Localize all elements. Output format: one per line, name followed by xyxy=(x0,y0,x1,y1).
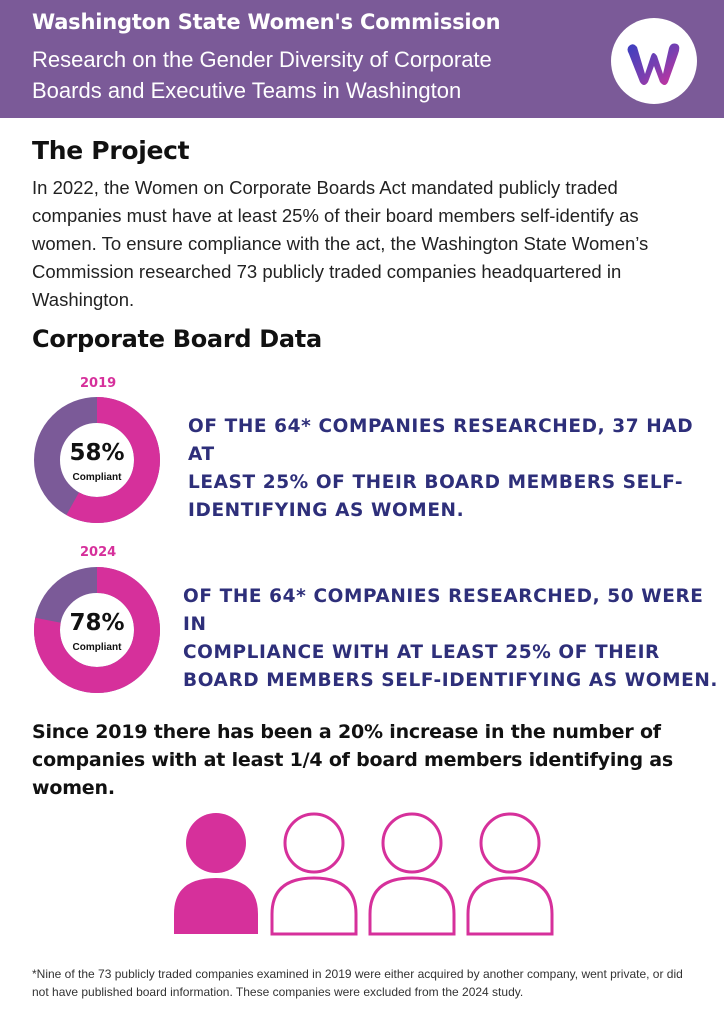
report-title-line-1: Research on the Gender Diversity of Corp… xyxy=(32,47,492,72)
project-heading: The Project xyxy=(32,136,190,165)
person-outline-icon xyxy=(466,812,554,936)
person-outline-icon xyxy=(368,812,456,936)
people-icon-row xyxy=(174,812,554,936)
wswc-logo xyxy=(611,18,697,104)
stat-2019-line-1: Of the 64* companies researched, 37 had … xyxy=(188,416,694,465)
donut-sublabel-2024: Compliant xyxy=(72,642,122,653)
stat-2019-line-2: least 25% of their board members self- xyxy=(188,472,684,493)
year-label-2024: 2024 xyxy=(80,545,117,560)
stat-text-2024: Of the 64* companies researched, 50 were… xyxy=(183,583,724,695)
stat-2024-line-1: Of the 64* companies researched, 50 were… xyxy=(183,586,704,635)
stat-2024-line-2: compliance with at least 25% of their xyxy=(183,642,660,663)
donut-chart-2019: 58% Compliant xyxy=(33,396,161,524)
year-label-2019: 2019 xyxy=(80,376,117,391)
summary-statement: Since 2019 there has been a 20% increase… xyxy=(32,721,674,799)
donut-sublabel-2019: Compliant xyxy=(72,472,122,483)
stat-2019-line-3: identifying as women. xyxy=(188,500,465,521)
w-logo-icon xyxy=(627,43,680,85)
donut-compliant-segment xyxy=(34,567,160,693)
donut-percent-2024: 78% xyxy=(69,610,125,636)
stat-text-2019: Of the 64* companies researched, 37 had … xyxy=(188,413,724,525)
header-banner: Washington State Women's Commission Rese… xyxy=(0,0,724,118)
donut-compliant-segment xyxy=(34,397,160,523)
footnote: *Nine of the 73 publicly traded companie… xyxy=(32,967,683,999)
person-outline-icon xyxy=(270,812,358,936)
project-description: In 2022, the Women on Corporate Boards A… xyxy=(32,177,649,310)
donut-chart-2024: 78% Compliant xyxy=(33,566,161,694)
report-title: Research on the Gender Diversity of Corp… xyxy=(32,44,552,106)
stat-2024-line-3: board members self-identifying as women. xyxy=(183,670,719,691)
board-data-heading: Corporate Board Data xyxy=(32,325,322,353)
organization-name: Washington State Women's Commission xyxy=(32,10,501,34)
report-title-line-2: Boards and Executive Teams in Washington xyxy=(32,78,462,103)
person-filled-icon xyxy=(174,813,258,934)
donut-percent-2019: 58% xyxy=(69,440,125,466)
